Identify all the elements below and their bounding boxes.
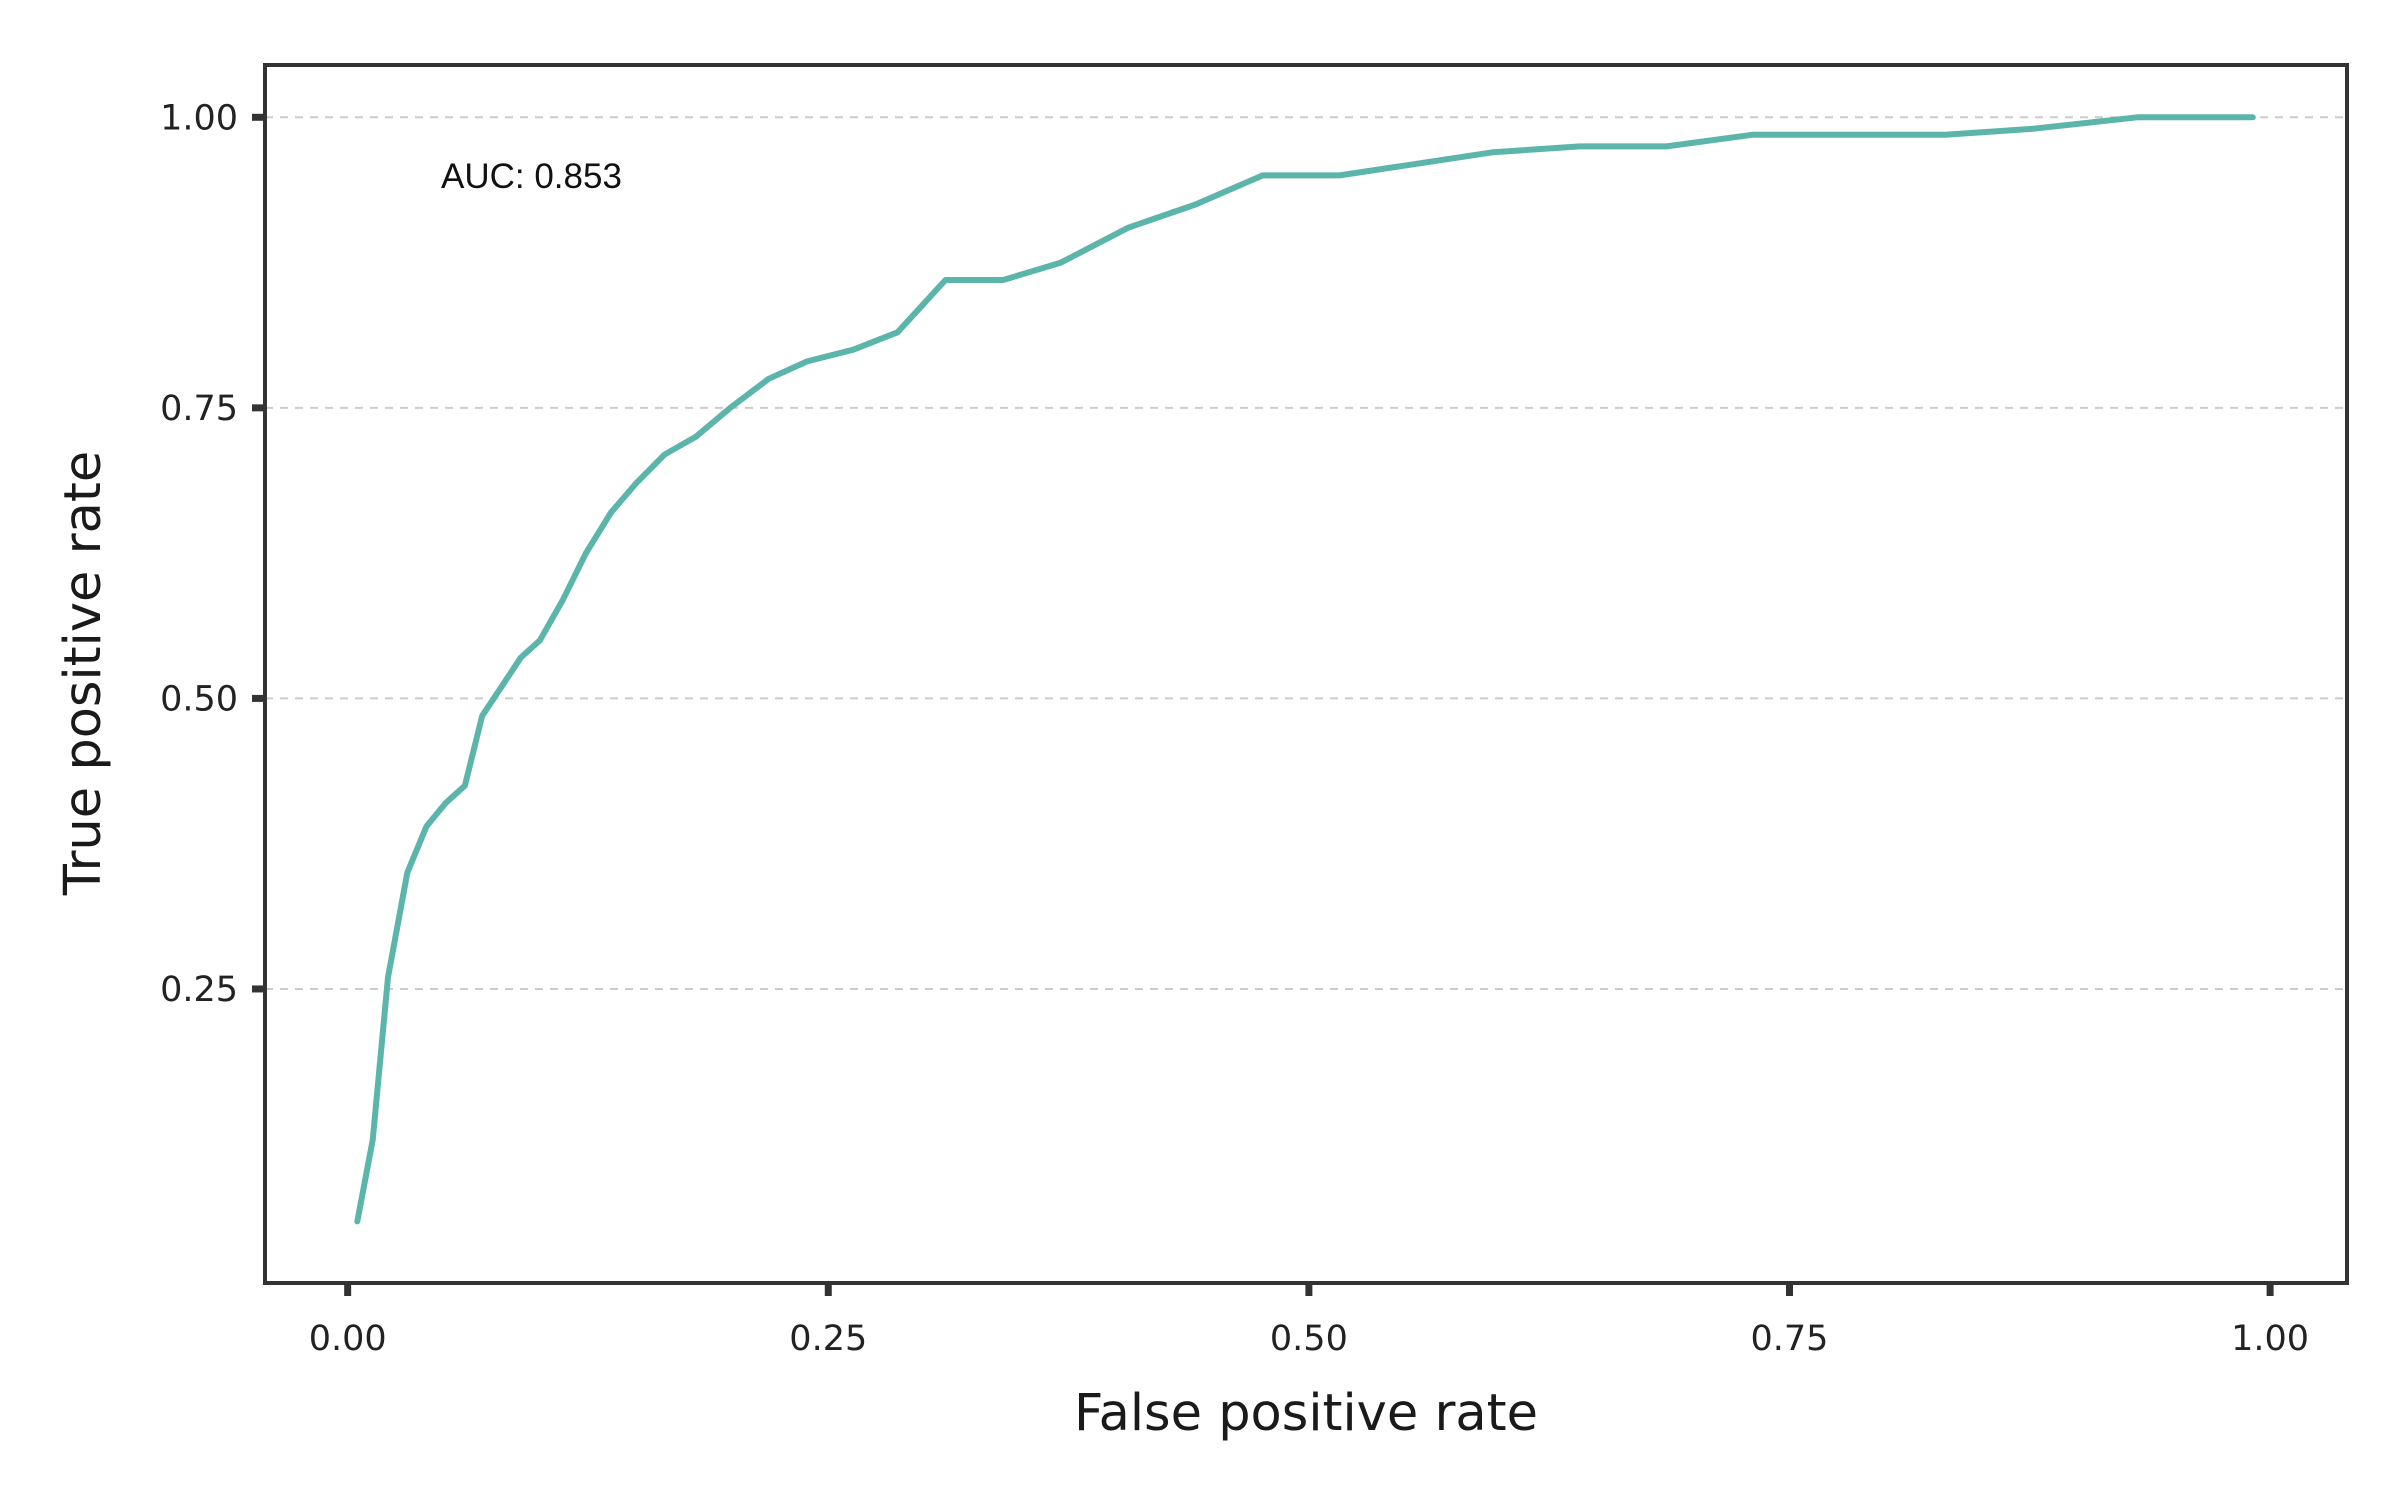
y-tick-label-1: 0.50 [160,679,238,719]
x-axis-ticks: 0.00 0.25 0.50 0.75 1.00 [309,1283,2309,1359]
y-axis-ticks: 0.25 0.50 0.75 1.00 [160,98,265,1010]
x-tick-label-4: 1.00 [2231,1319,2309,1359]
gridlines [265,116,2347,990]
roc-curve-layer [354,114,2256,1225]
y-tick-label-0: 0.25 [160,970,238,1010]
y-tick-label-2: 0.75 [160,389,238,429]
x-tick-label-0: 0.00 [309,1319,387,1359]
plot-frame [263,63,2349,1285]
y-axis-title: True positive rate [54,451,113,896]
x-tick-label-3: 0.75 [1751,1319,1829,1359]
x-tick-label-2: 0.50 [1270,1319,1348,1359]
auc-annotation: AUC: 0.853 [441,157,622,196]
x-axis-title: False positive rate [1074,1384,1538,1443]
roc-curve-line-0 [354,114,2256,1225]
y-tick-label-3: 1.00 [160,98,238,138]
x-tick-label-1: 0.25 [789,1319,867,1359]
